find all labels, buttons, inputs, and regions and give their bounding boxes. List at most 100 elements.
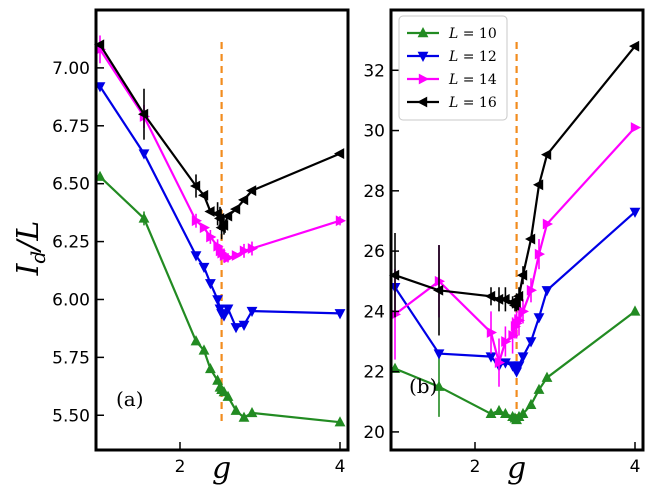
panel-a-series-L16-point <box>94 39 105 51</box>
panel-a-series-L14-point <box>206 231 217 243</box>
panel-a-series-L10-point <box>138 212 150 223</box>
legend-box <box>398 15 508 121</box>
panel-b-series-L16-point <box>433 284 444 296</box>
panel-b-series-L12-point <box>525 337 537 348</box>
panel-b-ytick-label: 28 <box>363 182 385 202</box>
panel-a-series-L12-point <box>198 262 210 274</box>
panel-b-series-L12-point <box>541 286 553 297</box>
panel-b-series-L12-point <box>485 352 497 363</box>
panel-a-series-L14-point <box>231 250 242 261</box>
panel-b-series-L14-point <box>494 357 505 369</box>
panel-a-series-L16-point <box>204 206 215 217</box>
panel-b-series-L10-point <box>517 407 529 419</box>
panel-b-series-L10-point <box>525 398 537 409</box>
panel-b-series-L16-point <box>629 40 640 52</box>
panel-b-series-L14-point <box>630 122 641 133</box>
panel-b-series-L16-point <box>389 269 400 281</box>
panel-b-series-L14 <box>390 122 641 387</box>
panel-b-series-L14-point <box>508 330 519 341</box>
panel-a-ytick-label: 6.50 <box>52 175 90 195</box>
panel-a-series-L14-point <box>199 222 210 234</box>
panel-b-series-L14-point <box>486 327 497 338</box>
panel-a-series-L12-point <box>246 306 258 318</box>
panel-a-series-L12 <box>94 82 346 334</box>
panel-b-series-L16-point <box>533 179 544 191</box>
panel-a-ytick-label: 6.00 <box>52 290 90 310</box>
panel-b-series-L10-point <box>433 380 445 391</box>
panel-b-ytick-label: 22 <box>363 363 385 383</box>
panel-a-label: (a) <box>116 387 144 411</box>
panel-a-series-L12-point <box>218 311 230 322</box>
panel-b-label: (b) <box>409 374 437 398</box>
panel-a-series-L14-point <box>247 243 258 254</box>
panel-a-series-L10-point <box>230 404 242 415</box>
panel-b-series-L16-point <box>517 269 528 281</box>
panel-b-series-L16-point <box>513 290 524 302</box>
panel-b-series-L14-point <box>514 315 525 326</box>
panel-b-series-L14-point <box>526 284 537 296</box>
panel-b-series-L16-point <box>499 293 510 305</box>
panel-a-series-L16-point <box>222 210 233 222</box>
panel-a-series-L14-point <box>335 215 346 227</box>
y-axis-label-main: I <box>11 262 46 276</box>
panel-a-series-L10-point <box>334 416 346 427</box>
panel-b-series-L10-point <box>485 407 497 419</box>
legend-label-L14: L = 14 <box>448 72 497 88</box>
panel-a-series-L16-point <box>230 203 241 215</box>
panel-b-series-L12-point <box>433 349 445 360</box>
panel-b-series-L12-point <box>629 207 641 218</box>
y-axis-label-sub: d <box>26 251 50 264</box>
legend-marker-L14 <box>418 73 429 85</box>
panel-b-series-L10 <box>389 305 641 425</box>
legend-entry-L14: L = 14 <box>407 72 497 88</box>
panel-b-series-L16-point <box>493 293 504 305</box>
panel-b-ytick-label: 32 <box>363 61 385 81</box>
panel-a-series-L10-point <box>222 390 234 401</box>
panel-a-series-L12-point <box>222 304 234 315</box>
panel-a-series-L16-point <box>198 189 209 201</box>
panel-b-series-L10-point <box>500 407 511 419</box>
panel-a-series-L14-point <box>223 252 234 264</box>
panel-b-series-L16 <box>389 40 640 336</box>
panel-a-series-L16 <box>94 39 345 240</box>
panel-b-frame <box>389 8 645 452</box>
panel-b-series-L10-point <box>533 383 545 394</box>
panel-a-series-L16-point <box>334 148 345 159</box>
panel-b-legend: L = 10 L = 12 L = 14 L = 16 <box>398 15 508 121</box>
panel-a-ytick-label: 5.75 <box>52 348 90 368</box>
panel-b-series-L10-point <box>629 305 641 316</box>
panel-a-series-L10 <box>94 170 346 427</box>
panel-a-series-L12-point <box>238 320 250 331</box>
panel-a-series-L12-point <box>138 149 150 160</box>
panel-a-series-L16-line <box>99 44 341 230</box>
y-axis-label-tail: /L <box>11 221 46 254</box>
panel-b-ytick-label: 20 <box>363 423 385 443</box>
panel-b-series-L14-point <box>501 336 512 347</box>
panel-b-series-L12-point <box>517 352 529 363</box>
panel-b-series-L14-point <box>434 275 445 287</box>
panel-a-series-L16-point <box>138 108 149 120</box>
panel-a-data-layer <box>94 35 346 427</box>
panel-a-xtick-label: 2 <box>175 457 186 477</box>
panel-b-series-L14-point <box>534 248 545 260</box>
legend-marker-L12 <box>417 51 429 62</box>
panel-a-series-L14-point <box>239 245 250 257</box>
panel-a-ytick-label: 6.25 <box>52 233 90 253</box>
panel-a-ytick-label: 7.00 <box>52 59 90 79</box>
panel-b-series-L12-point <box>500 358 511 369</box>
panel-b-data-layer <box>389 40 641 425</box>
panel-a-series-L12-point <box>212 295 223 306</box>
panel-a-series-L12-point <box>334 309 346 320</box>
panel-a-ticks: 5.50 5.75 6.00 6.25 6.50 6.75 7.00 2 4 <box>52 59 345 477</box>
panel-a-series-L10-point <box>238 411 250 422</box>
legend-label-L10: L = 10 <box>448 26 497 42</box>
panel-a-series-L14 <box>95 35 346 264</box>
legend-entry-L10: L = 10 <box>407 26 497 42</box>
panel-b-ytick-label: 26 <box>363 242 385 262</box>
panel-a-ytick-label: 5.50 <box>52 406 90 426</box>
panel-a-series-L16-point <box>238 194 249 206</box>
legend-marker-L16 <box>417 96 428 108</box>
panel-b-series-L14-point <box>542 218 553 230</box>
